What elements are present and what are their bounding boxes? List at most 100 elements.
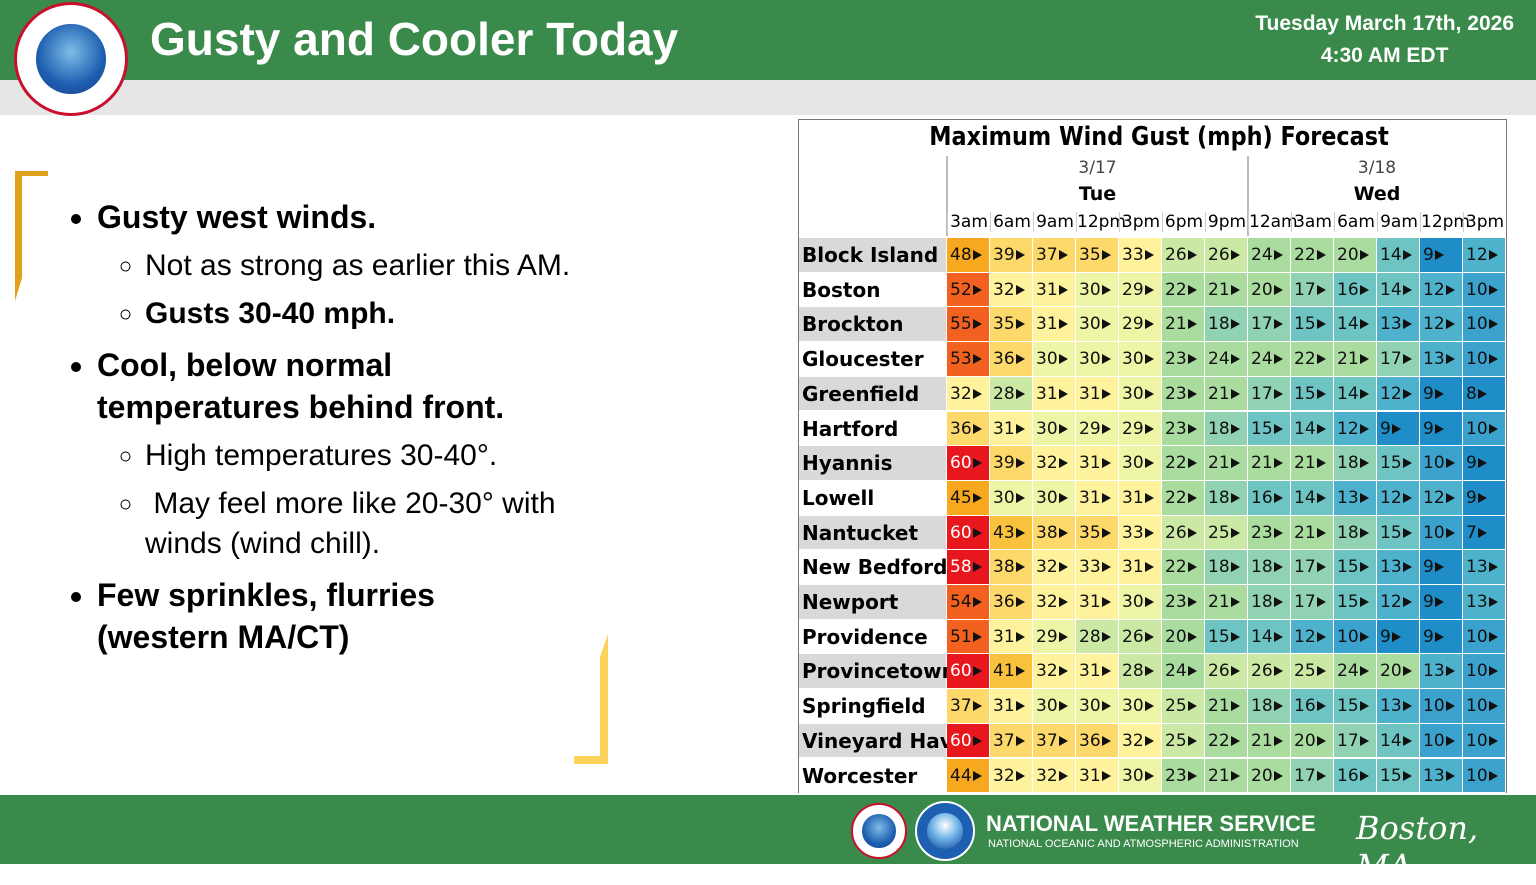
gust-cell: 37 bbox=[990, 723, 1033, 759]
gust-cell: 20 bbox=[1334, 238, 1377, 273]
gust-value: 12 bbox=[1466, 245, 1488, 265]
wind-arrow bbox=[1273, 666, 1283, 677]
gust-cell: 9 bbox=[1420, 411, 1463, 447]
wind-arrow bbox=[1316, 458, 1326, 469]
wind-arrow bbox=[1273, 492, 1283, 503]
wind-arrow bbox=[1101, 770, 1111, 781]
wind-arrow bbox=[1058, 597, 1068, 607]
gust-value: 12 bbox=[1423, 279, 1445, 300]
gust-value: 43 bbox=[993, 522, 1015, 543]
gust-value: 12 bbox=[1423, 487, 1445, 508]
gust-cell: 30 bbox=[1119, 689, 1162, 724]
gust-table: Maximum Wind Gust (mph) Forecast 3/17 Tue… bbox=[798, 119, 1507, 794]
gust-cell: 16 bbox=[1248, 480, 1291, 516]
location-name: Hartford bbox=[799, 411, 947, 447]
gust-value: 20 bbox=[1251, 279, 1273, 300]
gust-value: 35 bbox=[1079, 522, 1101, 543]
gust-cell: 32 bbox=[1033, 550, 1076, 585]
gust-value: 30 bbox=[1079, 314, 1101, 335]
slide-title: Gusty and Cooler Today bbox=[150, 13, 679, 65]
wind-arrow bbox=[1273, 458, 1283, 469]
wind-arrow bbox=[1359, 319, 1369, 330]
gust-value: 17 bbox=[1380, 349, 1402, 370]
gust-value: 12 bbox=[1380, 383, 1402, 404]
gust-cell: 32 bbox=[1033, 446, 1076, 481]
gust-value: 60 bbox=[950, 453, 972, 474]
gust-value: 20 bbox=[1380, 661, 1402, 682]
gust-cell: 12 bbox=[1463, 238, 1506, 273]
wind-arrow bbox=[1445, 770, 1455, 781]
wind-arrow bbox=[1316, 597, 1326, 607]
gust-value: 20 bbox=[1337, 245, 1359, 265]
gust-cell: 39 bbox=[990, 446, 1033, 481]
gust-cell: 13 bbox=[1377, 307, 1420, 343]
gust-cell: 15 bbox=[1334, 550, 1377, 585]
footer-bar: NATIONAL WEATHER SERVICE NATIONAL OCEANI… bbox=[0, 795, 1536, 885]
wind-arrow bbox=[972, 250, 982, 260]
gust-value: 31 bbox=[1079, 383, 1101, 404]
gust-cell: 22 bbox=[1162, 550, 1205, 585]
gust-value: 36 bbox=[993, 592, 1015, 612]
gust-value: 31 bbox=[993, 626, 1015, 647]
gust-cell: 60 bbox=[947, 654, 990, 690]
wind-arrow bbox=[1316, 250, 1326, 260]
gust-value: 31 bbox=[993, 696, 1015, 717]
gust-cell: 21 bbox=[1291, 515, 1334, 551]
gust-value: 26 bbox=[1165, 522, 1187, 543]
gust-value: 15 bbox=[1337, 557, 1359, 578]
wind-arrow bbox=[1187, 284, 1197, 295]
gust-cell: 25 bbox=[1291, 654, 1334, 690]
gust-cell: 13 bbox=[1420, 342, 1463, 377]
gust-cell: 51 bbox=[947, 619, 990, 655]
wind-arrow bbox=[1316, 666, 1326, 677]
bracket-bottom bbox=[574, 634, 608, 764]
gust-cell: 26 bbox=[1205, 238, 1248, 273]
gust-value: 17 bbox=[1251, 314, 1273, 335]
wind-arrow bbox=[1488, 597, 1498, 607]
wind-arrow bbox=[1273, 562, 1283, 573]
column-header: 6am bbox=[990, 212, 1033, 232]
gust-value: 55 bbox=[950, 314, 972, 335]
gust-cell: 13 bbox=[1420, 758, 1463, 794]
gust-cell: 16 bbox=[1334, 758, 1377, 794]
gust-value: 31 bbox=[1036, 279, 1058, 300]
gust-cell: 14 bbox=[1377, 723, 1420, 759]
wind-arrow bbox=[972, 492, 982, 503]
gust-cell: 10 bbox=[1463, 654, 1506, 690]
location-name: Greenfield bbox=[799, 376, 947, 412]
gust-value: 60 bbox=[950, 730, 972, 751]
wind-arrow bbox=[1230, 354, 1240, 365]
wind-arrow bbox=[1230, 770, 1240, 781]
wind-arrow bbox=[1230, 701, 1240, 712]
gust-value: 14 bbox=[1337, 383, 1359, 404]
gust-cell: 12 bbox=[1334, 411, 1377, 447]
wind-arrow bbox=[1434, 388, 1444, 399]
wind-arrow bbox=[972, 388, 982, 399]
gust-value: 30 bbox=[1036, 696, 1058, 717]
gust-value: 44 bbox=[950, 765, 972, 786]
wind-arrow bbox=[972, 527, 982, 538]
wind-arrow bbox=[1230, 631, 1240, 642]
gust-value: 30 bbox=[1122, 765, 1144, 786]
wind-arrow bbox=[1316, 562, 1326, 573]
issue-date: Tuesday March 17th, 2026 bbox=[1255, 12, 1514, 35]
wind-arrow bbox=[1058, 354, 1068, 365]
gust-cell: 32 bbox=[1033, 758, 1076, 794]
gust-value: 21 bbox=[1294, 522, 1316, 543]
wind-arrow bbox=[1402, 354, 1412, 365]
gust-value: 10 bbox=[1466, 661, 1488, 682]
column-header: 9pm bbox=[1205, 212, 1248, 232]
wind-arrow bbox=[1316, 735, 1326, 746]
gust-value: 30 bbox=[1036, 349, 1058, 370]
gust-value: 15 bbox=[1337, 696, 1359, 717]
gust-value: 30 bbox=[1122, 383, 1144, 404]
gust-value: 21 bbox=[1294, 453, 1316, 474]
location-name: Gloucester bbox=[799, 342, 947, 377]
gust-value: 13 bbox=[1423, 349, 1445, 370]
gust-value: 54 bbox=[950, 592, 972, 612]
gust-value: 52 bbox=[950, 279, 972, 300]
gust-cell: 10 bbox=[1463, 342, 1506, 377]
gust-value: 10 bbox=[1423, 696, 1445, 717]
gust-value: 25 bbox=[1294, 661, 1316, 682]
bullet-list: Gusty west winds. Not as strong as earli… bbox=[55, 196, 575, 668]
